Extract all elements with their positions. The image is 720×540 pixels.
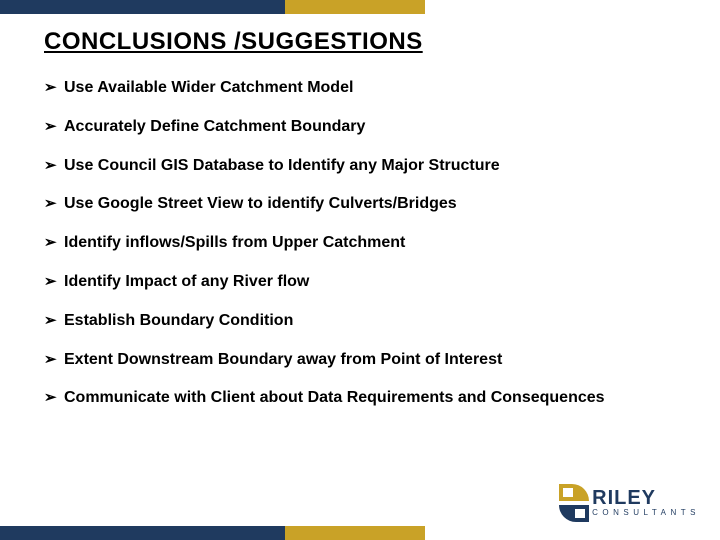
bottom-accent-bar — [0, 526, 720, 540]
top-accent-bar — [0, 0, 720, 14]
bottom-bar-white-segment — [425, 526, 720, 540]
bottom-bar-gold-segment — [285, 526, 425, 540]
list-item: Use Available Wider Catchment Model — [44, 78, 692, 99]
list-item: Use Google Street View to identify Culve… — [44, 194, 692, 215]
logo-icon-bottom-shape — [559, 505, 589, 522]
list-item: Accurately Define Catchment Boundary — [44, 117, 692, 138]
list-item: Communicate with Client about Data Requi… — [44, 388, 692, 409]
logo-icon — [559, 484, 589, 522]
company-logo: RILEY CONSULTANTS — [559, 484, 700, 522]
list-item: Extent Downstream Boundary away from Poi… — [44, 350, 692, 371]
bottom-bar-navy-segment — [0, 526, 285, 540]
logo-subtitle: CONSULTANTS — [592, 508, 700, 518]
logo-icon-top-shape — [559, 484, 589, 501]
slide-content: CONCLUSIONS /SUGGESTIONS Use Available W… — [0, 14, 720, 409]
list-item: Use Council GIS Database to Identify any… — [44, 156, 692, 177]
page-title: CONCLUSIONS /SUGGESTIONS — [44, 28, 692, 56]
logo-company-name: RILEY — [592, 488, 700, 508]
list-item: Identify inflows/Spills from Upper Catch… — [44, 233, 692, 254]
logo-text-block: RILEY CONSULTANTS — [592, 488, 700, 518]
top-bar-white-segment — [425, 0, 720, 14]
bullet-list: Use Available Wider Catchment Model Accu… — [44, 78, 692, 409]
top-bar-gold-segment — [285, 0, 425, 14]
list-item: Establish Boundary Condition — [44, 311, 692, 332]
top-bar-navy-segment — [0, 0, 285, 14]
list-item: Identify Impact of any River flow — [44, 272, 692, 293]
